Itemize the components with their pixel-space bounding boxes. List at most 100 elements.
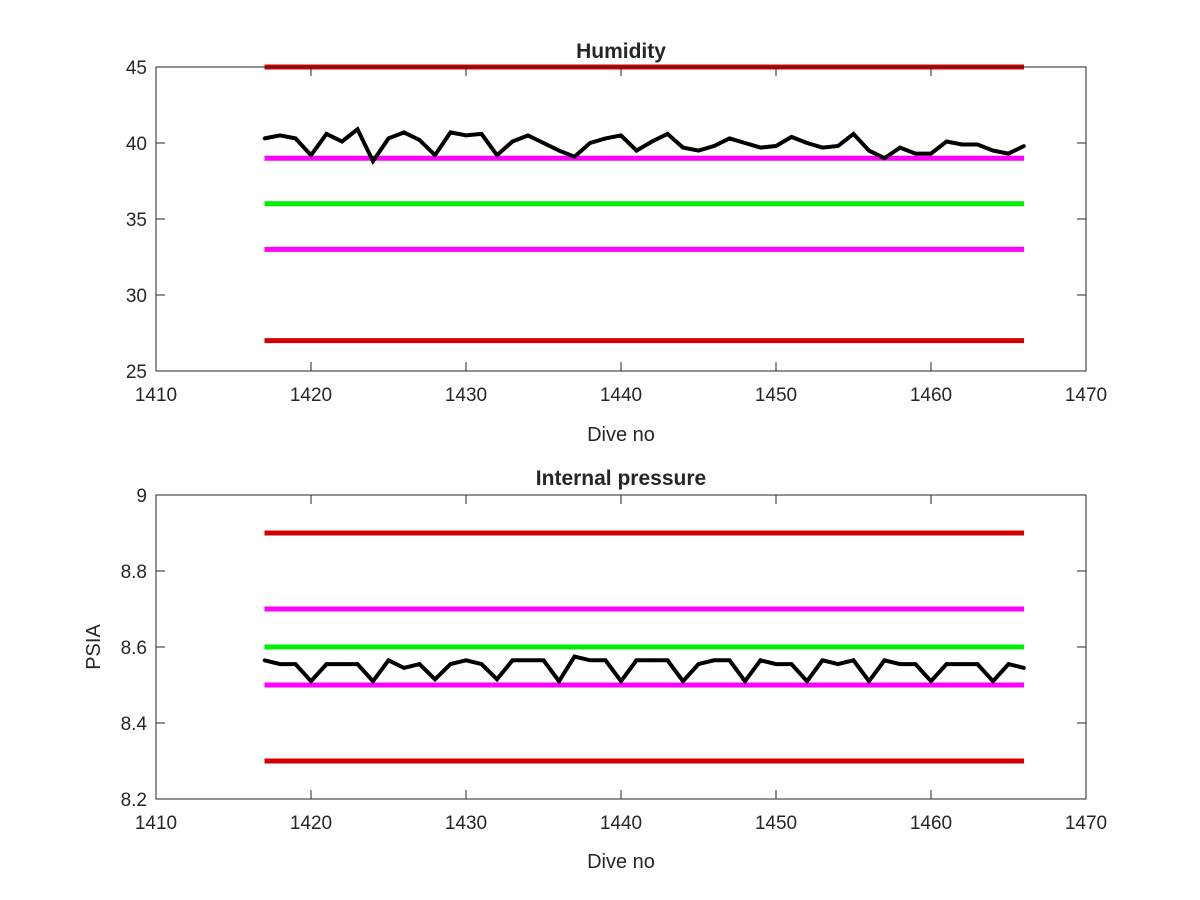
pressure-data-point [1006, 662, 1011, 666]
humidity-x-tick-label: 1420 [290, 385, 332, 406]
humidity-data-point [774, 144, 778, 148]
pressure-data-point [696, 662, 701, 666]
pressure-data-point [805, 679, 809, 683]
humidity-y-tick-label: 40 [126, 134, 147, 155]
humidity-data-point [541, 141, 546, 145]
internal-pressure-plot: 1410 1420 1430 1440 1450 1460 1470 8.2 8.4 8.6 8.8… [83, 467, 1107, 873]
pressure-data-point [960, 662, 964, 666]
humidity-data-point [417, 138, 422, 142]
humidity-data-point [433, 153, 437, 157]
humidity-data-point [1006, 151, 1011, 156]
pressure-data-point [665, 658, 670, 663]
pressure-data-point [929, 679, 933, 683]
humidity-data-point [975, 142, 980, 147]
pressure-y-tick-label: 8.6 [121, 638, 147, 659]
pressure-measured-line [264, 654, 1025, 685]
humidity-data-point [355, 127, 360, 132]
humidity-axes-background [156, 67, 1086, 371]
pressure-data-point [495, 677, 499, 682]
pressure-data-point [417, 662, 422, 666]
pressure-data-point [448, 662, 453, 666]
humidity-data-point [293, 136, 298, 141]
humidity-data-point [1022, 144, 1026, 148]
pressure-x-tick-label: 1460 [910, 813, 952, 834]
humidity-y-tick-label: 30 [126, 286, 147, 307]
pressure-data-point [836, 662, 840, 666]
humidity-data-point [402, 130, 406, 135]
humidity-data-point [603, 136, 608, 141]
humidity-data-point [743, 141, 747, 145]
humidity-measured-line [264, 126, 1025, 166]
pressure-data-point [882, 658, 887, 663]
pressure-data-point [991, 679, 995, 683]
humidity-data-point [696, 148, 701, 153]
pressure-data-point [541, 658, 546, 663]
pressure-series-layer [262, 530, 1026, 764]
humidity-data-point [526, 133, 530, 138]
humidity-data-point [820, 145, 825, 150]
humidity-data-point [836, 144, 840, 148]
humidity-y-tick-label: 45 [126, 58, 147, 79]
humidity-data-point [681, 145, 685, 150]
pressure-chart-title: Internal pressure [536, 467, 706, 490]
pressure-data-point [743, 679, 747, 683]
pressure-data-point [789, 662, 794, 666]
humidity-data-point [929, 151, 933, 156]
pressure-data-point [820, 658, 825, 663]
pressure-y-tick-label: 9 [136, 486, 147, 507]
pressure-data-point [1022, 666, 1026, 670]
pressure-data-point [293, 662, 298, 666]
humidity-x-tick-label: 1440 [600, 385, 642, 406]
pressure-data-point [262, 658, 267, 663]
humidity-data-point [805, 141, 809, 145]
humidity-data-point [851, 132, 856, 136]
humidity-data-point [262, 136, 267, 141]
pressure-x-tick-label: 1410 [135, 813, 177, 834]
pressure-data-point [355, 662, 360, 666]
pressure-data-point [913, 662, 918, 666]
pressure-x-tick-label: 1420 [290, 813, 332, 834]
humidity-data-point [712, 144, 716, 148]
humidity-data-point [324, 132, 329, 136]
pressure-data-point [975, 662, 980, 666]
pressure-data-point [727, 658, 732, 663]
pressure-data-point [681, 679, 685, 683]
humidity-data-point [619, 133, 623, 138]
humidity-x-axis-label: Dive no [587, 424, 655, 446]
pressure-x-tick-label: 1440 [600, 813, 642, 834]
pressure-data-point [774, 662, 778, 666]
humidity-data-point [557, 148, 561, 153]
humidity-ticks-layer: 1410 1420 1430 1440 1450 1460 1470 25 30 35 40 45 [126, 58, 1107, 406]
humidity-y-tick-label: 35 [126, 210, 147, 231]
humidity-x-tick-label: 1450 [755, 385, 797, 406]
pressure-data-point [324, 662, 329, 666]
pressure-data-point [851, 658, 856, 663]
pressure-x-tick-label: 1430 [445, 813, 487, 834]
humidity-data-point [510, 139, 515, 144]
pressure-x-tick-label: 1470 [1065, 813, 1107, 834]
humidity-data-point [464, 133, 468, 138]
humidity-data-point [650, 139, 654, 144]
pressure-data-point [371, 679, 375, 683]
pressure-data-point [634, 658, 639, 663]
humidity-data-point [278, 133, 282, 138]
pressure-data-point [402, 666, 406, 670]
humidity-data-point [991, 148, 995, 153]
humidity-data-point [495, 153, 499, 157]
humidity-data-point [789, 135, 794, 139]
pressure-data-point [619, 679, 623, 683]
humidity-data-point [727, 136, 732, 141]
humidity-data-point [588, 141, 592, 145]
humidity-data-point [898, 145, 902, 150]
pressure-data-point [510, 658, 515, 663]
pressure-data-point [898, 662, 902, 666]
humidity-y-tick-label: 25 [126, 362, 147, 383]
humidity-data-point [448, 130, 453, 135]
pressure-data-point [278, 662, 282, 666]
pressure-data-point [603, 658, 608, 663]
pressure-data-point [712, 658, 716, 663]
pressure-data-point [340, 662, 344, 666]
pressure-data-point [309, 679, 313, 683]
pressure-x-tick-label: 1450 [755, 813, 797, 834]
